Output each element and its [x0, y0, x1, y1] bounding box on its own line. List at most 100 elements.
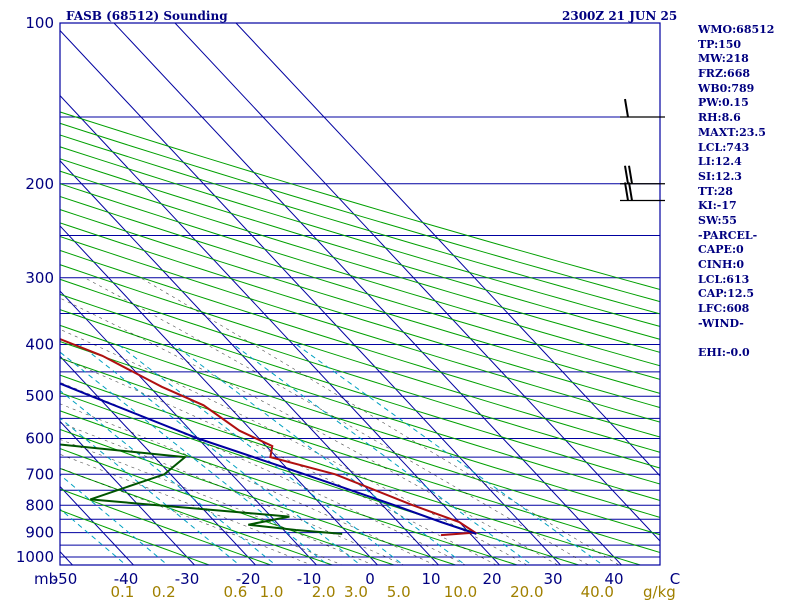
wind-barb-flag [624, 165, 629, 184]
isotherm-line [60, 29, 562, 565]
sounding-index: TT:28 [698, 184, 733, 198]
chart-title: FASB (68512) Sounding [66, 9, 228, 23]
sounding-index [698, 331, 774, 346]
mixing-ratio-line [173, 344, 467, 565]
moist-adiabat-line [84, 277, 589, 565]
sounding-index: -WIND- [698, 316, 744, 330]
moist-adiabat-line [60, 328, 528, 565]
sounding-index: SI:12.3 [698, 169, 742, 183]
dry-adiabat-line [60, 293, 660, 485]
pressure-tick-label: 800 [25, 496, 54, 514]
isotherm-line [235, 23, 660, 477]
mixing-ratio-tick-label: 1.0 [260, 583, 284, 600]
dry-adiabat-line [60, 278, 660, 469]
temperature-trace [60, 337, 479, 537]
sounding-index: LCL:613 [698, 272, 750, 286]
mixing-ratio-tick-label: 0.2 [152, 583, 176, 600]
wind-barbs [620, 98, 665, 202]
isotherm-line [174, 23, 660, 542]
dry-adiabat-line [60, 467, 334, 565]
temperature-tick-label: -30 [175, 570, 200, 588]
dry-adiabat-line [60, 158, 660, 340]
dry-adiabat-line [60, 235, 660, 423]
mixing-ratio-line [60, 417, 241, 565]
sounding-index: EHI:-0.0 [698, 346, 750, 360]
sounding-traces [60, 337, 479, 537]
sounding-indices-panel: WMO:68512 TP:150 MW:218 FRZ:668 WB0:789 PW:0.… [698, 23, 774, 361]
isotherm-line [60, 290, 318, 565]
temperature-tick-label: 0 [365, 570, 375, 588]
plot-frame [59, 22, 661, 566]
chart-grid [0, 23, 660, 568]
moist-adiabat-line [60, 422, 405, 565]
pressure-unit-label: mb [34, 570, 58, 588]
wind-barb [620, 98, 665, 118]
isotherm-line [60, 225, 379, 565]
mixing-ratio-line [60, 474, 169, 565]
temperature-tick-label: 20 [482, 570, 501, 588]
pressure-tick-label: 1000 [16, 548, 54, 566]
mixing-ratio-line [60, 351, 329, 565]
pressure-tick-label: 900 [25, 524, 54, 542]
mixing-ratio-tick-label: 0.1 [110, 583, 134, 600]
moist-adiabat-line [60, 381, 467, 565]
pressure-tick-label: 100 [25, 14, 54, 32]
dry-adiabat-line [60, 195, 660, 380]
mixing-ratio-line [79, 344, 362, 565]
pressure-tick-label: 600 [25, 430, 54, 448]
dry-adiabat-line [60, 249, 660, 438]
isotherm-line [0, 23, 15, 568]
wind-barb-flag [624, 98, 629, 118]
sounding-index: LI:12.4 [698, 155, 742, 169]
isotherm-line [113, 23, 623, 565]
mixing-ratio-tick-label: 10.0 [444, 583, 477, 600]
dry-adiabat-line [60, 374, 643, 565]
sounding-index: RH:8.6 [698, 111, 741, 125]
pressure-tick-label: 200 [25, 175, 54, 193]
isotherm-line [60, 420, 196, 565]
sounding-index: -PARCEL- [698, 228, 758, 242]
pressure-tick-label: 400 [25, 336, 54, 354]
dry-adiabat-line [60, 134, 660, 315]
isotherm-line [60, 355, 257, 565]
parcel-trace [60, 382, 477, 535]
sounding-index: SW:55 [698, 213, 737, 227]
temperature-tick-label: 10 [421, 570, 440, 588]
mixing-ratio-tick-label: 20.0 [510, 583, 543, 600]
sounding-index: PW:0.15 [698, 96, 749, 110]
sounding-index: KI:-17 [698, 199, 737, 213]
temperature-tick-label: -50 [53, 570, 78, 588]
dewpoint-trace [60, 443, 343, 535]
sounding-index: TP:150 [698, 37, 742, 51]
sounding-index: WMO:68512 [698, 23, 775, 36]
mixing-ratio-line [60, 508, 127, 565]
temperature-tick-label: -20 [236, 570, 261, 588]
dry-adiabat-line [60, 146, 660, 327]
mixing-ratio-axis-labels: 0.1 0.2 0.6 1.0 2.0 3.0 5.0 10.0 20.0 40.0 [110, 583, 614, 600]
mixing-ratio-tick-label: 5.0 [387, 583, 411, 600]
mixing-ratio-tick-label: 3.0 [344, 583, 368, 600]
pressure-axis-labels: 100 200 300 400 500 600 700 800 900 1000 [16, 14, 54, 566]
dry-adiabat-line [60, 509, 211, 565]
wind-barb-flag [624, 182, 629, 201]
dry-adiabat-line [60, 183, 660, 367]
wind-barb-flag [628, 182, 633, 201]
valid-time: 2300Z 21 JUN 25 [562, 9, 678, 23]
sounding-index: MAXT:23.5 [698, 125, 766, 139]
wind-barb [620, 182, 665, 202]
mixing-ratio-tick-label: 2.0 [312, 583, 336, 600]
wind-barb [620, 165, 665, 185]
mixing-ratio-line [296, 344, 604, 565]
isotherm-line [60, 160, 440, 565]
dry-adiabat-line [60, 410, 519, 565]
sounding-index: CAPE:0 [698, 243, 744, 257]
dry-adiabat-line [60, 324, 660, 518]
pressure-tick-label: 300 [25, 269, 54, 287]
moist-adiabat-line [140, 277, 620, 565]
dry-adiabat-line [60, 222, 660, 409]
sounding-index: LCL:743 [698, 140, 750, 154]
temperature-tick-label: -40 [114, 570, 139, 588]
dry-adiabat-line [60, 340, 660, 536]
mixing-ratio-line [117, 344, 405, 565]
